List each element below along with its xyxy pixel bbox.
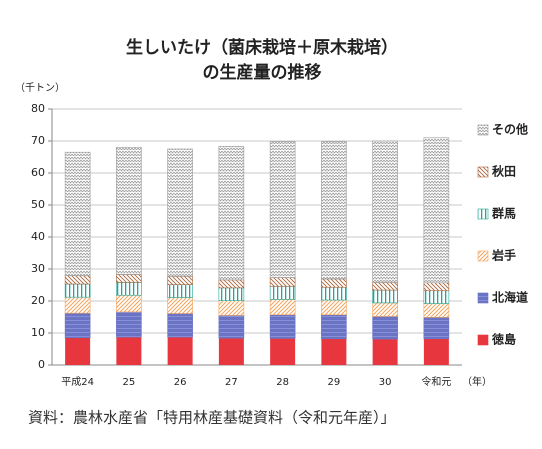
bar-segment [65,337,91,365]
bar-segment [64,151,91,277]
bar-segment [372,316,398,340]
y-tick-label: 50 [31,198,45,211]
legend-swatch [477,250,489,262]
bar-segment [116,337,142,365]
bar-segment [269,314,296,339]
bar-segment [116,147,142,275]
bar-segment [167,276,193,285]
bar-segment [423,290,450,304]
x-tick-label: 26 [174,377,187,388]
bar-segment [64,312,91,339]
bar-segment [423,338,449,365]
bar-segment [321,338,347,365]
x-tick-label: 25 [123,377,136,388]
bar-segment [423,303,450,318]
bar-segment [321,141,347,280]
y-tick-label: 40 [31,230,45,243]
legend-label: 北海道 [492,290,528,305]
bar-segment [64,296,91,314]
x-axis-label: （年） [462,375,492,388]
y-tick-label: 80 [31,102,45,115]
bar-segment [372,282,398,291]
chart-title: 生しいたけ（菌床栽培＋原木栽培） [126,37,398,58]
legend-swatch [477,166,489,178]
bar-segment [64,275,91,285]
x-tick-label: 令和元 [421,375,451,388]
bar-segment [167,148,193,277]
y-tick-label: 10 [31,326,45,339]
bar-segment [167,337,193,365]
bar-segment [218,146,245,281]
bar-segment [321,278,347,288]
bar-segment [167,284,193,298]
legend-swatch [477,124,489,136]
bar-segment [167,313,193,338]
bar-segment [218,338,244,365]
bar-segment [372,339,398,365]
bar-segment [269,285,296,300]
x-tick-label: 30 [379,377,392,388]
x-tick-label: 28 [276,377,289,388]
y-axis-label: （千トン） [15,82,65,94]
bar-segment [167,297,193,314]
bar-segment [270,338,296,365]
bar-segment [218,279,245,289]
bar-segment [269,299,296,316]
bar-segment [372,302,398,317]
bar-segment [321,286,347,301]
bar-segment [269,141,296,278]
legend-label: 徳島 [491,332,516,347]
legend-swatch [477,208,489,220]
bar-segment [372,140,398,283]
bar-segment [218,287,245,301]
x-tick-label: 29 [328,377,341,388]
bar-segment [321,299,347,316]
legend-label: その他 [492,122,528,137]
bar-segment [116,311,142,338]
legend-label: 岩手 [491,248,516,263]
chart-title: の生産量の推移 [203,62,322,83]
bar-segment [269,277,296,287]
bar-segment [116,294,142,313]
legend-label: 秋田 [492,164,516,179]
bar-segment [321,314,347,340]
bar-segment [423,317,450,340]
y-tick-label: 0 [38,358,45,371]
bar-segment [64,283,91,298]
y-tick-label: 70 [31,134,45,147]
bar-segment [423,137,450,284]
bar-segment [218,315,245,339]
y-tick-label: 20 [31,294,45,307]
bar-segment [218,300,245,316]
bar-segment [116,282,142,296]
source-note: 資料：農林水産省「特用林産基礎資料（令和元年産）」 [28,409,396,427]
x-tick-label: 平成24 [61,376,94,388]
bar-segment [116,274,142,283]
x-tick-label: 27 [225,377,238,388]
y-tick-label: 30 [31,262,45,275]
legend-label: 群馬 [491,206,516,221]
bar-segment [423,282,450,292]
legend-swatch [477,334,489,346]
y-tick-label: 60 [31,166,45,179]
legend-swatch [477,292,489,304]
bar-segment [372,289,398,304]
